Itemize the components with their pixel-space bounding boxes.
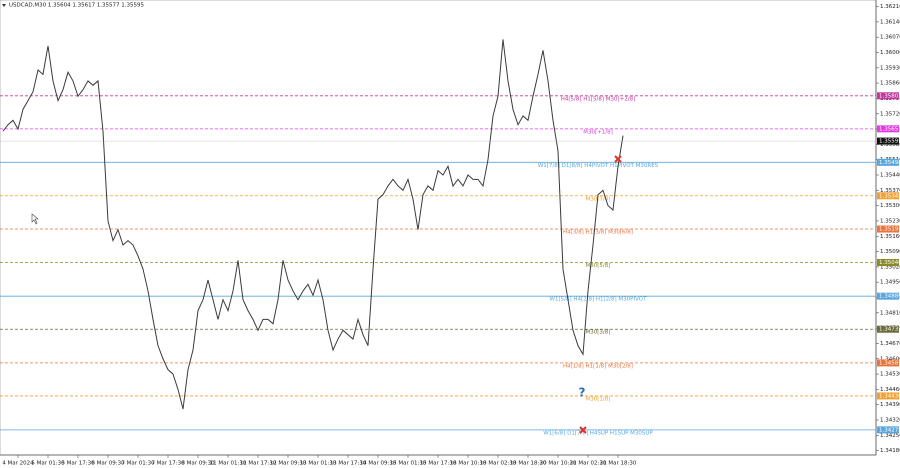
x-tick-label: 6 Mar 09:30 xyxy=(91,461,125,467)
y-tick-label: 1.34950 xyxy=(880,280,900,286)
last-price-box xyxy=(877,137,899,145)
y-tick-label: 1.35230 xyxy=(880,218,900,224)
y-tick-label: 1.34180 xyxy=(880,448,900,454)
level-price-box xyxy=(877,359,899,367)
y-tick-label: 1.36070 xyxy=(880,35,900,41)
level-price-label: 1.35651 xyxy=(879,126,900,132)
x-tick-label: 5 Mar 01:30 xyxy=(31,461,65,467)
x-tick-label: 19 Mar 02:30 xyxy=(480,461,517,467)
level-price-box xyxy=(877,426,899,434)
level-price-box xyxy=(877,392,899,400)
plot-area xyxy=(0,0,877,456)
x-tick-label: 15 Mar 17:30 xyxy=(420,461,457,467)
level-label: M30[+1/8] xyxy=(583,129,613,135)
y-tick-label: 1.35440 xyxy=(880,173,900,179)
level-price-label: 1.34581 xyxy=(879,360,900,366)
y-tick-label: 1.34250 xyxy=(880,433,900,439)
level-label: H4[5/8] H1[5/8] M30[+2/8] xyxy=(561,96,636,102)
y-tick-label: 1.35720 xyxy=(880,111,900,117)
level-price-box xyxy=(877,225,899,233)
symbol-arrow xyxy=(2,4,6,7)
level-price-box xyxy=(877,158,899,166)
y-tick-label: 1.35580 xyxy=(880,142,900,148)
level-label: M30[3/8] xyxy=(586,330,611,336)
level-price-label: 1.35193 xyxy=(879,227,900,233)
y-tick-label: 1.35370 xyxy=(880,188,900,194)
level-price-label: 1.35802 xyxy=(879,93,900,99)
x-tick-label: 13 Mar 01:30 xyxy=(300,461,337,467)
y-tick-label: 1.34600 xyxy=(880,356,900,362)
y-tick-label: 1.35020 xyxy=(880,264,900,270)
cross-marker xyxy=(579,426,587,434)
y-tick-label: 1.36210 xyxy=(880,4,900,10)
x-tick-label: 4 Mar 2024 xyxy=(2,461,34,467)
y-tick-label: 1.35160 xyxy=(880,234,900,240)
level-price-label: 1.35345 xyxy=(879,193,900,199)
x-tick-label: 5 Mar 17:30 xyxy=(61,461,95,467)
y-tick-label: 1.36140 xyxy=(880,19,900,25)
y-tick-label: 1.35300 xyxy=(880,203,900,209)
x-tick-label: 19 Mar 18:30 xyxy=(510,461,547,467)
level-label: W1[6/8] D1[7/8] H4SUP H1SUP M30SUP xyxy=(543,430,653,436)
y-tick-label: 1.34810 xyxy=(880,310,900,316)
y-tick-label: 1.34320 xyxy=(880,418,900,424)
level-price-label: 1.34886 xyxy=(879,294,900,300)
level-price-label: 1.35498 xyxy=(879,160,900,166)
x-tick-label: 11 Mar 17:30 xyxy=(240,461,277,467)
x-tick-label: 13 Mar 17:30 xyxy=(330,461,367,467)
y-tick-label: 1.34670 xyxy=(880,341,900,347)
x-tick-label: 7 Mar 01:30 xyxy=(121,461,155,467)
last-price-label: 1.35595 xyxy=(879,139,900,145)
level-price-box xyxy=(877,292,899,300)
level-label: H4[3/8] H1[3/8] M30[6/8] xyxy=(563,230,633,236)
level-price-label: 1.35040 xyxy=(879,260,900,266)
y-tick-label: 1.35930 xyxy=(880,65,900,71)
y-tick-label: 1.35860 xyxy=(880,81,900,87)
y-tick-label: 1.34460 xyxy=(880,387,900,393)
level-price-box xyxy=(877,92,899,100)
y-tick-label: 1.34390 xyxy=(880,402,900,408)
cursor xyxy=(31,213,39,225)
y-tick-label: 1.35090 xyxy=(880,249,900,255)
level-label: M30[1/8] xyxy=(586,396,611,402)
level-price-label: 1.34275 xyxy=(879,427,900,433)
x-tick-label: 8 Mar 09:30 xyxy=(181,461,215,467)
price-line xyxy=(2,39,624,410)
chart-title: USDCAD,M30 1.35604 1.35617 1.35577 1.355… xyxy=(9,3,145,9)
x-tick-label: 11 Mar 01:30 xyxy=(210,461,247,467)
level-price-label: 1.34735 xyxy=(879,327,900,333)
y-tick-label: 1.34530 xyxy=(880,372,900,378)
x-tick-label: 12 Mar 09:30 xyxy=(270,461,307,467)
x-tick-label: 20 Mar 10:30 xyxy=(540,461,577,467)
question-marker: ? xyxy=(579,386,586,400)
x-tick-label: 7 Mar 17:30 xyxy=(151,461,185,467)
level-label: W1[5/8] H4[2/8] H1[2/8] M30PIVOT xyxy=(550,297,648,303)
y-tick-label: 1.36000 xyxy=(880,50,900,56)
x-tick-label: 15 Mar 01:30 xyxy=(390,461,427,467)
x-tick-label: 18 Mar 10:30 xyxy=(450,461,487,467)
level-price-box xyxy=(877,325,899,333)
cross-marker xyxy=(614,155,622,163)
level-label: M30[5/8] xyxy=(586,263,611,269)
x-tick-label: 21 Mar 18:30 xyxy=(600,461,637,467)
level-price-box xyxy=(877,125,899,133)
level-price-box xyxy=(877,192,899,200)
x-tick-label: 14 Mar 09:30 xyxy=(360,461,397,467)
level-price-box xyxy=(877,259,899,266)
level-label: W1[7/8] D1[8/8] H4PIVOT H1PIVOT M30RES xyxy=(538,163,659,169)
level-price-label: 1.34430 xyxy=(879,393,900,399)
x-tick-label: 21 Mar 02:30 xyxy=(570,461,607,467)
level-label: H4[1/8] H1[1/8] M30[2/8] xyxy=(563,363,633,369)
